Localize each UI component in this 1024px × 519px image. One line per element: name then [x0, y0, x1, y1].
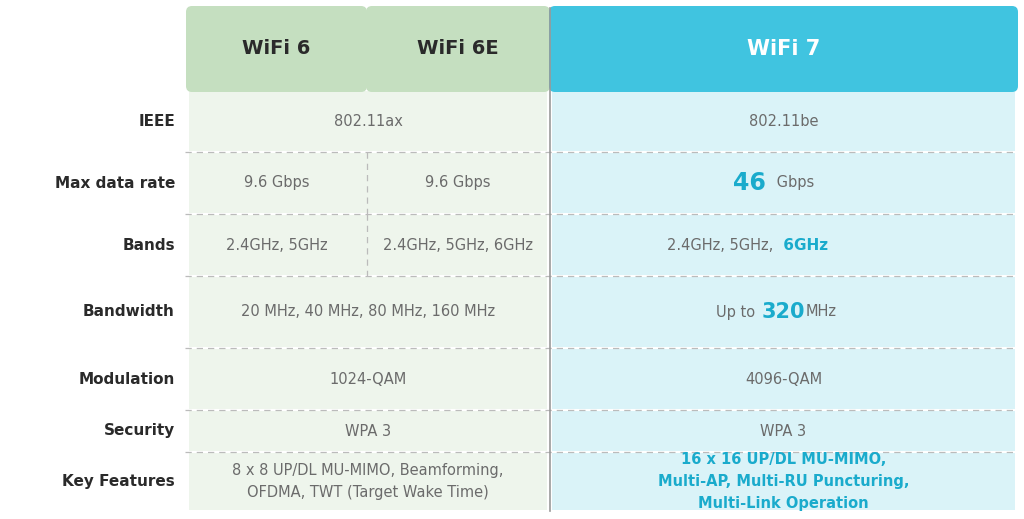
Bar	[189, 91, 547, 151]
Text: 6GHz: 6GHz	[778, 238, 828, 253]
Text: Up to: Up to	[717, 305, 756, 320]
Text: Bandwidth: Bandwidth	[83, 305, 175, 320]
Text: 802.11be: 802.11be	[749, 114, 818, 129]
Bar	[552, 153, 1015, 213]
Text: 46: 46	[732, 171, 766, 195]
Bar	[552, 215, 1015, 275]
Bar	[189, 349, 547, 409]
Bar	[189, 153, 547, 213]
Bar	[552, 91, 1015, 151]
Text: 4096-QAM: 4096-QAM	[744, 372, 822, 387]
Text: 802.11ax: 802.11ax	[334, 114, 402, 129]
Text: Gbps: Gbps	[771, 175, 814, 190]
Text: 9.6 Gbps: 9.6 Gbps	[425, 175, 490, 190]
Text: 2.4GHz, 5GHz, 6GHz: 2.4GHz, 5GHz, 6GHz	[383, 238, 534, 253]
Bar	[189, 411, 547, 451]
Text: 8 x 8 UP/DL MU-MIMO, Beamforming,
OFDMA, TWT (Target Wake Time): 8 x 8 UP/DL MU-MIMO, Beamforming, OFDMA,…	[232, 463, 504, 499]
Text: 20 MHz, 40 MHz, 80 MHz, 160 MHz: 20 MHz, 40 MHz, 80 MHz, 160 MHz	[241, 305, 495, 320]
Text: 9.6 Gbps: 9.6 Gbps	[244, 175, 309, 190]
Bar	[552, 349, 1015, 409]
Text: 1024-QAM: 1024-QAM	[330, 372, 407, 387]
Bar	[189, 277, 547, 347]
Text: Key Features: Key Features	[62, 474, 175, 489]
Bar	[552, 277, 1015, 347]
Text: Modulation: Modulation	[79, 372, 175, 387]
Text: MHz: MHz	[806, 305, 837, 320]
Text: IEEE: IEEE	[138, 114, 175, 129]
Text: 2.4GHz, 5GHz,: 2.4GHz, 5GHz,	[668, 238, 773, 253]
Text: 320: 320	[762, 302, 805, 322]
Text: WiFi 6: WiFi 6	[243, 39, 310, 59]
Bar	[189, 453, 547, 510]
Bar	[552, 411, 1015, 451]
Bar	[189, 215, 547, 275]
Bar	[552, 453, 1015, 510]
Text: Security: Security	[103, 424, 175, 439]
FancyBboxPatch shape	[549, 6, 1018, 92]
Text: Max data rate: Max data rate	[54, 175, 175, 190]
Text: Bands: Bands	[123, 238, 175, 253]
FancyBboxPatch shape	[186, 6, 367, 92]
Text: 2.4GHz, 5GHz: 2.4GHz, 5GHz	[225, 238, 328, 253]
FancyBboxPatch shape	[366, 6, 550, 92]
Text: WPA 3: WPA 3	[345, 424, 391, 439]
Text: WiFi 7: WiFi 7	[746, 39, 820, 59]
Text: WPA 3: WPA 3	[761, 424, 807, 439]
Text: WiFi 6E: WiFi 6E	[417, 39, 499, 59]
Text: 16 x 16 UP/DL MU-MIMO,
Multi-AP, Multi-RU Puncturing,
Multi-Link Operation: 16 x 16 UP/DL MU-MIMO, Multi-AP, Multi-R…	[657, 452, 909, 511]
